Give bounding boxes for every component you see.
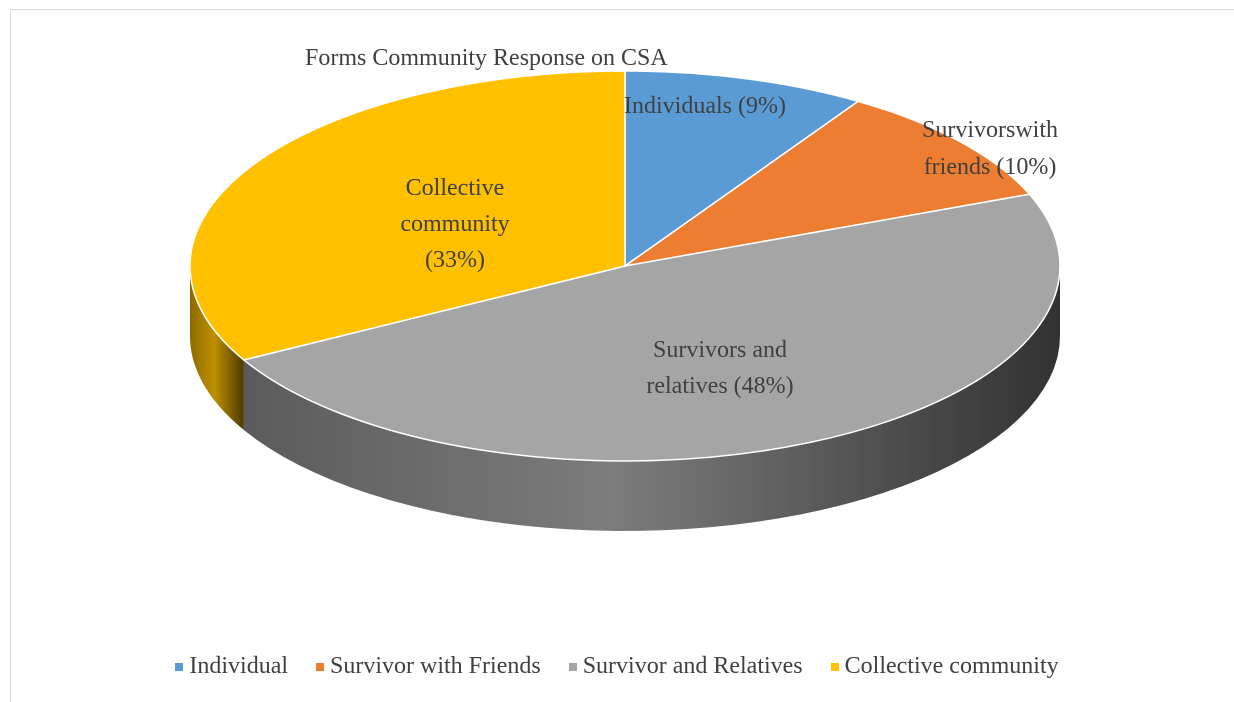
pie-slice-individual: [624, 70, 860, 268]
pie-slice-survivor-with-friends: [624, 100, 1031, 267]
legend-label-survivor-and-relatives: Survivor and Relatives: [582, 653, 803, 679]
pie-slice-collective-community: [189, 70, 626, 361]
chart-frame-left: [10, 9, 11, 702]
legend-label-individual: Individual: [189, 653, 289, 679]
legend-item-individual: Individual: [175, 653, 288, 680]
data-label-individual: Individuals (9%): [624, 93, 786, 119]
pie-side-survivor-and-relatives: [243, 266, 1060, 531]
data-label-survivor-and-relatives: Survivors and relatives (48%): [646, 337, 793, 399]
legend-swatch-individual: [175, 662, 184, 671]
legend-label-survivor-with-friends: Survivor with Friends: [330, 653, 541, 679]
legend-swatch-collective-community: [830, 662, 839, 671]
legend-swatch-survivor-with-friends: [316, 662, 325, 671]
pie-side-collective-community: [190, 266, 244, 430]
legend-item-survivor-and-relatives: Survivor and Relatives: [568, 653, 803, 680]
legend-item-survivor-with-friends: Survivor with Friends: [316, 653, 541, 680]
pie-slice-survivor-and-relatives: [242, 193, 1061, 462]
data-label-collective-community: Collective community (33%): [400, 175, 509, 273]
legend: Individual Survivor with Friends Survivo…: [0, 653, 1234, 680]
data-label-survivor-with-friends: Survivorswith friends (10%): [922, 117, 1058, 180]
chart-frame-top: [10, 9, 1234, 10]
legend-label-collective-community: Collective community: [844, 653, 1059, 679]
legend-swatch-survivor-and-relatives: [568, 662, 577, 671]
legend-item-collective-community: Collective community: [830, 653, 1059, 680]
chart-title: Forms Community Response on CSA: [305, 45, 668, 71]
